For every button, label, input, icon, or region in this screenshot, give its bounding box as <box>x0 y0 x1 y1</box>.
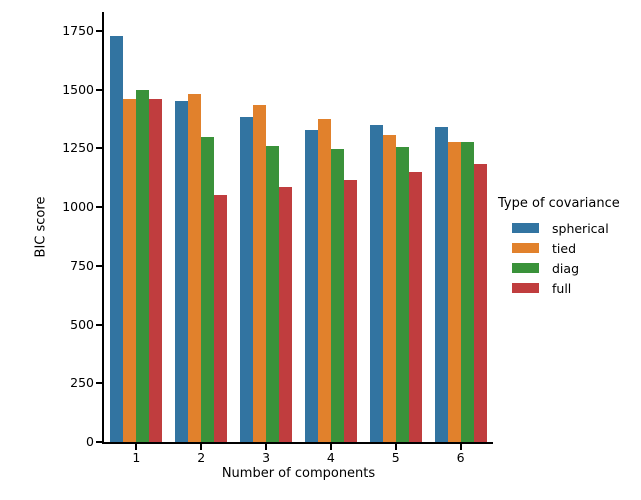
bar-diag-4 <box>330 149 344 442</box>
x-axis-label: Number of components <box>221 466 376 481</box>
bar-full-6 <box>473 163 487 442</box>
legend-item-full: full <box>498 278 620 298</box>
legend-label-diag: diag <box>552 260 580 276</box>
legend-swatch-diag <box>512 263 539 273</box>
legend-swatch-spherical <box>512 223 539 233</box>
y-tick-mark <box>96 147 102 150</box>
legend-label-spherical: spherical <box>552 220 609 236</box>
x-tick-mark <box>394 444 397 450</box>
x-tick-label: 6 <box>456 450 465 465</box>
x-tick-label: 2 <box>197 450 206 465</box>
y-tick-label: 0 <box>86 434 94 449</box>
y-tick-label: 250 <box>70 375 94 391</box>
plot-area: 0 250 500 750 1000 1250 1500 1750 1 2 3 4 5 6 <box>62 12 493 465</box>
bar-tied-4 <box>317 118 331 442</box>
bar-full-5 <box>408 171 422 442</box>
bar-spherical-4 <box>304 129 318 442</box>
bar-tied-5 <box>382 135 396 442</box>
legend-label-tied: tied <box>552 240 576 256</box>
x-tick-mark <box>135 444 138 450</box>
bar-tied-2 <box>188 94 202 442</box>
bar-full-1 <box>149 98 163 442</box>
legend-label-full: full <box>552 280 572 296</box>
bar-full-4 <box>343 180 357 442</box>
y-tick-label: 750 <box>70 257 94 273</box>
bar-diag-2 <box>201 136 215 442</box>
y-tick-label: 500 <box>70 316 94 332</box>
bar-full-2 <box>214 195 228 442</box>
legend-item-tied: tied <box>498 238 620 258</box>
y-tick-mark <box>96 206 102 209</box>
legend-items: spherical tied diag full <box>498 218 620 298</box>
legend-swatch-full <box>512 283 539 293</box>
legend-item-diag: diag <box>498 258 620 278</box>
legend-swatch-tied <box>512 243 539 253</box>
legend-title: Type of covariance <box>498 196 620 211</box>
y-axis-spine <box>102 12 104 444</box>
bar-diag-3 <box>266 145 280 442</box>
bar-diag-1 <box>136 89 150 442</box>
y-tick-mark <box>96 88 102 91</box>
x-tick-label: 3 <box>262 450 271 465</box>
bar-tied-6 <box>447 142 461 442</box>
legend: Type of covariance spherical tied diag full <box>498 196 620 298</box>
y-tick-label: 1750 <box>62 22 94 38</box>
x-tick-mark <box>329 444 332 450</box>
x-tick-mark <box>265 444 268 450</box>
bar-spherical-1 <box>110 35 124 442</box>
bar-full-3 <box>279 187 292 442</box>
y-tick-label: 1500 <box>62 81 94 97</box>
bar-diag-6 <box>460 142 474 442</box>
bar-tied-3 <box>253 104 267 442</box>
y-tick-mark <box>96 264 102 267</box>
bar-spherical-2 <box>175 101 189 442</box>
y-tick-mark <box>96 441 102 443</box>
y-tick-mark <box>96 382 102 385</box>
bar-tied-1 <box>123 98 137 442</box>
x-tick-label: 1 <box>132 450 141 465</box>
bar-diag-5 <box>395 147 409 442</box>
bar-spherical-3 <box>240 116 254 442</box>
legend-item-spherical: spherical <box>498 218 620 238</box>
x-axis-spine <box>102 442 493 444</box>
x-tick-mark <box>459 444 462 450</box>
y-tick-mark <box>96 323 102 326</box>
bar-spherical-6 <box>434 127 448 442</box>
bar-spherical-5 <box>369 124 383 442</box>
y-tick-label: 1250 <box>62 140 94 156</box>
x-tick-label: 5 <box>391 450 400 465</box>
x-tick-mark <box>200 444 203 450</box>
y-tick-label: 1000 <box>62 199 94 215</box>
x-tick-label: 4 <box>326 450 335 465</box>
y-tick-mark <box>96 29 102 32</box>
